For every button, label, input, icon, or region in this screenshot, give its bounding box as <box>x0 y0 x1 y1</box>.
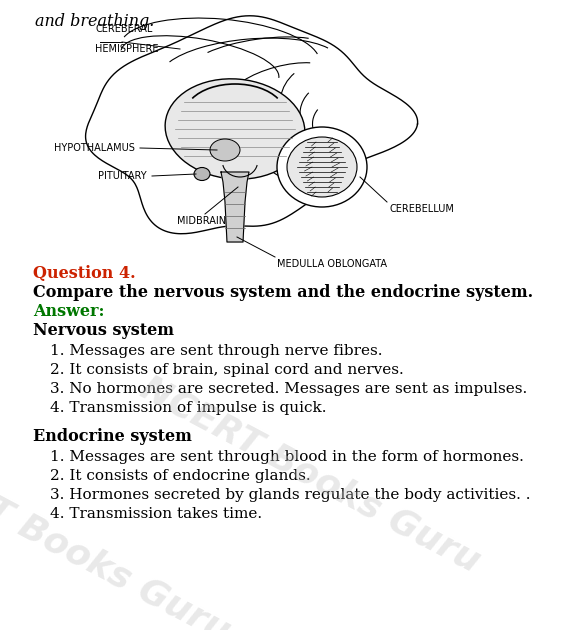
Text: NCERT Books Guru: NCERT Books Guru <box>135 371 485 579</box>
Polygon shape <box>221 172 249 242</box>
Text: 1. Messages are sent through nerve fibres.: 1. Messages are sent through nerve fibre… <box>50 344 383 358</box>
Ellipse shape <box>277 127 367 207</box>
Ellipse shape <box>287 137 357 197</box>
Text: CEREBELLUM: CEREBELLUM <box>390 204 455 214</box>
Text: 2. It consists of brain, spinal cord and nerves.: 2. It consists of brain, spinal cord and… <box>50 363 404 377</box>
Text: Endocrine system: Endocrine system <box>33 428 192 445</box>
Text: HEMISPHERE: HEMISPHERE <box>95 44 159 54</box>
Polygon shape <box>85 16 418 234</box>
Text: CEREBERAL: CEREBERAL <box>95 24 152 34</box>
Text: 2. It consists of endocrine glands.: 2. It consists of endocrine glands. <box>50 469 311 483</box>
Text: MEDULLA OBLONGATA: MEDULLA OBLONGATA <box>277 259 387 269</box>
Text: Question 4.: Question 4. <box>33 265 136 282</box>
Ellipse shape <box>210 139 240 161</box>
Text: Compare the nervous system and the endocrine system.: Compare the nervous system and the endoc… <box>33 284 533 301</box>
Text: 3. Hormones secreted by glands regulate the body activities. .: 3. Hormones secreted by glands regulate … <box>50 488 531 502</box>
Text: NCERT Books Guru: NCERT Books Guru <box>0 441 236 630</box>
Text: 3. No hormones are secreted. Messages are sent as impulses.: 3. No hormones are secreted. Messages ar… <box>50 382 527 396</box>
Text: and breathing.: and breathing. <box>35 13 154 30</box>
Ellipse shape <box>194 168 210 181</box>
Text: PITUITARY: PITUITARY <box>99 171 147 181</box>
Text: HYPOTHALAMUS: HYPOTHALAMUS <box>54 143 135 153</box>
Text: Nervous system: Nervous system <box>33 322 174 339</box>
Text: Answer:: Answer: <box>33 303 104 320</box>
Text: 1. Messages are sent through blood in the form of hormones.: 1. Messages are sent through blood in th… <box>50 450 524 464</box>
Text: MIDBRAIN: MIDBRAIN <box>178 216 226 226</box>
Text: 4. Transmission takes time.: 4. Transmission takes time. <box>50 507 262 521</box>
Ellipse shape <box>165 79 305 179</box>
Text: 4. Transmission of impulse is quick.: 4. Transmission of impulse is quick. <box>50 401 327 415</box>
